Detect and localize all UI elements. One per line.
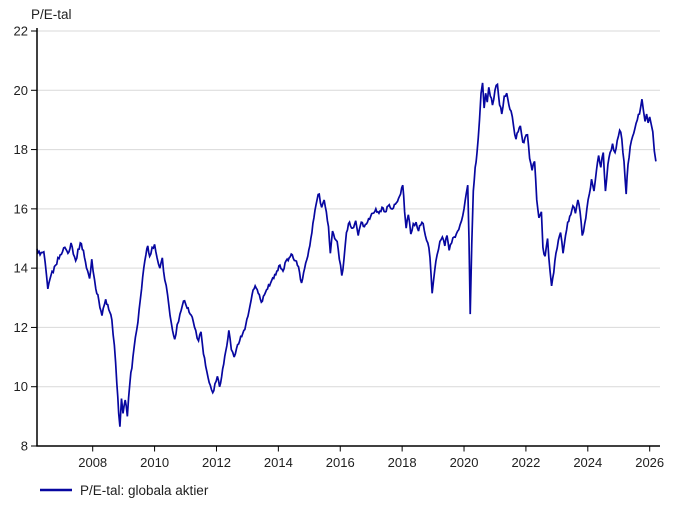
x-tick-label-2012: 2012 <box>202 455 231 470</box>
x-tick-label-2016: 2016 <box>326 455 355 470</box>
x-tick-label-2022: 2022 <box>511 455 540 470</box>
x-tick-label-2020: 2020 <box>450 455 479 470</box>
pe-series-line <box>36 82 657 427</box>
x-tick-label-2024: 2024 <box>573 455 602 470</box>
y-tick-label-22: 22 <box>14 24 28 39</box>
x-tick-label-2014: 2014 <box>264 455 293 470</box>
y-tick-label-18: 18 <box>14 142 28 157</box>
x-tick-label-2010: 2010 <box>140 455 169 470</box>
legend: P/E-tal: globala aktier <box>40 483 209 498</box>
y-tick-label-16: 16 <box>14 201 28 216</box>
gridlines <box>37 30 660 388</box>
y-tick-label-12: 12 <box>14 320 28 335</box>
x-tick-label-2008: 2008 <box>78 455 107 470</box>
legend-label: P/E-tal: globala aktier <box>80 483 209 498</box>
x-tick-label-2026: 2026 <box>635 455 664 470</box>
series-layer <box>36 82 657 427</box>
x-tick-label-2018: 2018 <box>388 455 417 470</box>
axes <box>36 28 660 447</box>
y-axis-title: P/E-tal <box>31 7 72 22</box>
y-tick-label-10: 10 <box>14 379 28 394</box>
y-tick-label-14: 14 <box>14 261 28 276</box>
y-tick-label-20: 20 <box>14 83 28 98</box>
y-tick-label-8: 8 <box>21 439 28 454</box>
